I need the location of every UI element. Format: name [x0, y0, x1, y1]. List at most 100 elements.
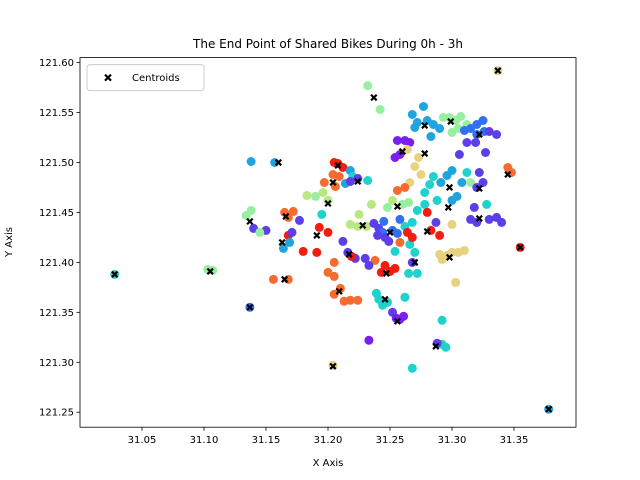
data-point-14 — [268, 274, 278, 284]
centroid-marker-25 — [345, 250, 353, 258]
centroid-markers — [111, 67, 553, 413]
data-point-127 — [478, 116, 488, 125]
data-point-131 — [481, 148, 490, 157]
legend-box — [86, 64, 205, 92]
data-point-102 — [392, 136, 402, 145]
y-tick-label-7: 121.60 — [39, 58, 74, 69]
data-point-165 — [497, 217, 507, 227]
data-point-87 — [399, 311, 409, 321]
data-point-140 — [414, 153, 423, 162]
data-point-57 — [410, 247, 420, 257]
data-point-38 — [366, 199, 376, 209]
x-tick-label-2: 31.15 — [252, 435, 281, 446]
y-tick-label-0: 121.25 — [39, 408, 74, 419]
data-point-163 — [484, 214, 494, 224]
data-point-21 — [311, 191, 321, 201]
data-point-134 — [436, 178, 446, 187]
data-point-62 — [380, 260, 390, 270]
data-point-173 — [447, 247, 457, 257]
data-point-90 — [364, 335, 374, 345]
data-point-92 — [437, 315, 447, 325]
data-point-59 — [390, 246, 400, 256]
data-point-48 — [379, 216, 389, 226]
data-point-3 — [288, 206, 298, 216]
data-point-71 — [323, 227, 333, 237]
data-point-135 — [428, 172, 438, 181]
centroid-marker-36 — [393, 317, 402, 325]
centroid-marker-5 — [421, 121, 429, 130]
centroid-marker-28 — [516, 243, 524, 251]
y-tick-label-5: 121.50 — [39, 158, 74, 169]
data-point-148 — [404, 197, 414, 207]
data-point-72 — [314, 222, 324, 232]
data-point-130 — [471, 138, 481, 147]
x-tick-label-6: 31.35 — [500, 435, 529, 446]
data-point-29 — [338, 163, 348, 172]
centroid-marker-11 — [445, 183, 454, 192]
data-point-157 — [474, 168, 484, 177]
data-point-128 — [462, 138, 472, 147]
data-point-149 — [420, 199, 430, 209]
data-point-152 — [452, 191, 462, 201]
y-axis-ticks: 121.25 121.30 121.35 121.40 121.45 121.50 121.… — [39, 58, 80, 419]
data-point-79 — [353, 295, 363, 305]
data-point-180 — [422, 207, 432, 217]
y-axis-title: Y Axis — [4, 227, 15, 258]
data-point-186 — [329, 257, 339, 267]
centroid-marker-17 — [282, 212, 290, 221]
legend-label-centroids: Centroids — [132, 73, 180, 84]
data-point-159 — [482, 199, 492, 209]
data-point-145 — [388, 195, 397, 205]
data-point-124 — [484, 127, 494, 136]
data-point-78 — [345, 295, 355, 305]
data-point-20 — [302, 191, 312, 200]
data-point-154 — [466, 178, 476, 187]
data-point-107 — [412, 118, 422, 127]
centroid-marker-10 — [354, 177, 362, 186]
centroid-marker-0 — [494, 67, 502, 75]
centroid-marker-19 — [359, 221, 367, 229]
data-point-52 — [395, 214, 405, 224]
centroid-marker-31 — [281, 275, 289, 283]
centroid-marker-8 — [421, 149, 429, 158]
data-point-139 — [410, 162, 420, 171]
data-point-158 — [478, 178, 488, 187]
data-point-39 — [354, 209, 364, 219]
data-point-133 — [442, 171, 452, 180]
data-point-122 — [472, 130, 482, 139]
centroid-marker-38 — [329, 362, 337, 370]
centroid-marker-22 — [475, 214, 483, 223]
centroid-marker-24 — [278, 238, 286, 246]
centroid-marker-9 — [329, 178, 337, 187]
data-point-56 — [407, 232, 417, 242]
data-point-136 — [425, 180, 435, 189]
data-point-5 — [295, 215, 304, 225]
y-tick-label-3: 121.40 — [39, 258, 74, 269]
data-point-179 — [435, 230, 445, 240]
x-axis-ticks: 31.05 31.10 31.15 31.20 31.25 31.30 31.35 — [128, 427, 529, 446]
centroid-marker-18 — [246, 217, 254, 226]
centroid-marker-14 — [324, 199, 332, 208]
data-point-94 — [441, 342, 451, 352]
centroid-marker-33 — [335, 287, 343, 295]
centroid-marker-21 — [423, 227, 431, 235]
data-point-113 — [438, 113, 448, 122]
y-tick-label-6: 121.55 — [39, 108, 74, 119]
centroid-marker-27 — [445, 253, 454, 261]
data-point-91 — [407, 363, 417, 373]
x-tick-label-1: 31.10 — [190, 435, 219, 446]
centroid-marker-34 — [381, 295, 389, 303]
data-point-40 — [345, 219, 355, 229]
centroid-marker-39 — [545, 405, 553, 413]
data-point-116 — [456, 112, 466, 121]
data-point-8 — [255, 227, 265, 237]
y-tick-label-4: 121.45 — [39, 208, 74, 219]
data-point-153 — [457, 178, 467, 187]
data-point-51 — [392, 228, 402, 238]
data-point-138 — [416, 170, 426, 179]
centroid-marker-35 — [246, 303, 254, 311]
x-tick-label-3: 31.20 — [314, 435, 343, 446]
data-point-73 — [312, 247, 322, 257]
data-point-12 — [285, 237, 295, 247]
